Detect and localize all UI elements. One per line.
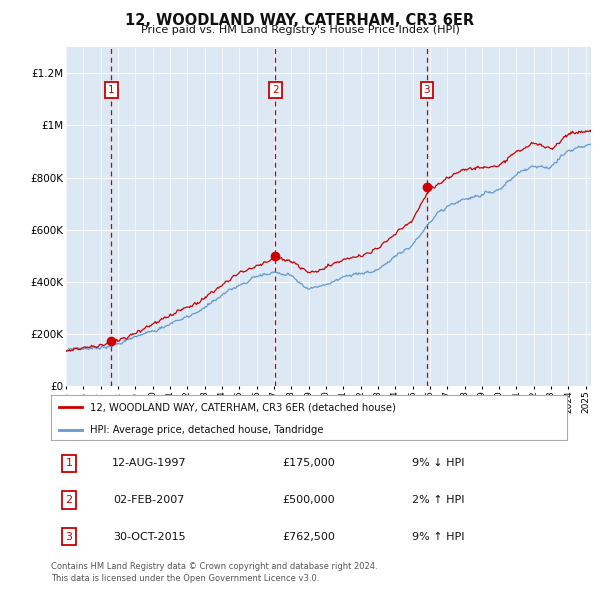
Text: 2: 2 — [65, 495, 73, 505]
Text: 12-AUG-1997: 12-AUG-1997 — [112, 458, 187, 468]
Text: £500,000: £500,000 — [283, 495, 335, 505]
Text: £762,500: £762,500 — [283, 532, 335, 542]
Text: £175,000: £175,000 — [283, 458, 335, 468]
Text: Price paid vs. HM Land Registry's House Price Index (HPI): Price paid vs. HM Land Registry's House … — [140, 25, 460, 35]
Text: 02-FEB-2007: 02-FEB-2007 — [113, 495, 185, 505]
Text: 30-OCT-2015: 30-OCT-2015 — [113, 532, 185, 542]
Text: 3: 3 — [65, 532, 73, 542]
Text: 2: 2 — [272, 84, 279, 94]
Text: Contains HM Land Registry data © Crown copyright and database right 2024.
This d: Contains HM Land Registry data © Crown c… — [51, 562, 377, 583]
Text: 1: 1 — [65, 458, 73, 468]
Text: HPI: Average price, detached house, Tandridge: HPI: Average price, detached house, Tand… — [90, 425, 323, 435]
Text: 9% ↑ HPI: 9% ↑ HPI — [412, 532, 464, 542]
Text: 1: 1 — [108, 84, 115, 94]
Text: 12, WOODLAND WAY, CATERHAM, CR3 6ER: 12, WOODLAND WAY, CATERHAM, CR3 6ER — [125, 13, 475, 28]
Text: 12, WOODLAND WAY, CATERHAM, CR3 6ER (detached house): 12, WOODLAND WAY, CATERHAM, CR3 6ER (det… — [90, 402, 395, 412]
Text: 3: 3 — [424, 84, 430, 94]
Text: 9% ↓ HPI: 9% ↓ HPI — [412, 458, 464, 468]
Text: 2% ↑ HPI: 2% ↑ HPI — [412, 495, 464, 505]
